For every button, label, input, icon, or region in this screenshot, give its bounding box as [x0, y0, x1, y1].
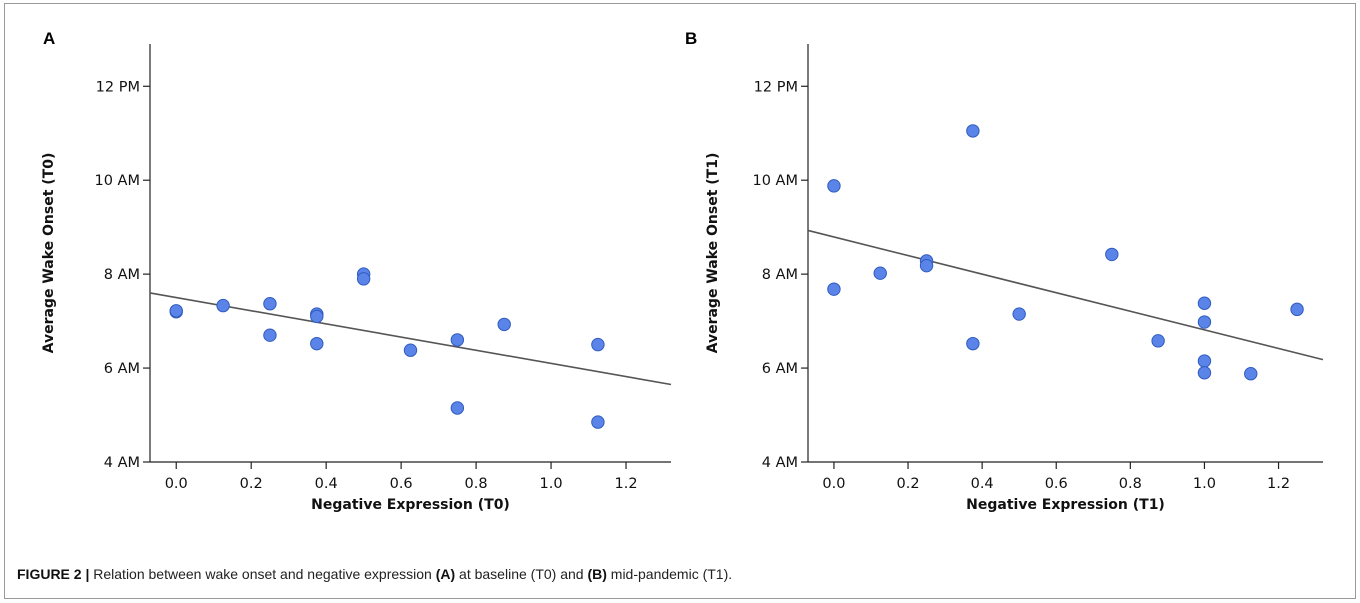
y-tick-label-b: 4 AM — [762, 455, 798, 471]
caption-bold-a: (A) — [435, 566, 456, 582]
x-tick-label-b: 0.0 — [822, 476, 845, 492]
y-tick-label-a: 4 AM — [104, 455, 140, 471]
panel-label-a: A — [43, 29, 55, 48]
data-point-b-15 — [1290, 302, 1304, 317]
data-point-a-13 — [497, 317, 511, 332]
caption-figure-label: FIGURE 2 | — [17, 566, 90, 582]
data-point-a-6 — [310, 309, 324, 324]
x-tick-label-a: 0.6 — [390, 476, 413, 492]
data-point-b-11 — [1197, 315, 1212, 329]
x-tick-label-a: 0.4 — [315, 476, 338, 492]
data-point-b-2 — [873, 266, 887, 280]
data-point-a-12 — [450, 401, 465, 415]
panel-b: B 4 AM 6 AM 8 AM 10 AM 12 PM 0.0 0.2 0.4 0.6 0.8 1.… — [685, 29, 1324, 513]
data-point-a-4 — [263, 328, 277, 342]
panel-label-b: B — [685, 29, 697, 48]
x-tick-label-b: 1.0 — [1193, 476, 1216, 492]
caption-text-3: mid-pandemic (T1). — [606, 566, 733, 582]
fit-line-a — [149, 292, 672, 386]
y-tick-label-a: 12 PM — [96, 79, 140, 95]
caption-bold-b: (B) — [587, 566, 607, 582]
x-axis-title-b: Negative Expression (T1) — [966, 497, 1165, 513]
data-point-a-3 — [263, 297, 277, 311]
data-point-b-5 — [966, 124, 980, 138]
y-axis-title-b: Average Wake Onset (T1) — [705, 153, 721, 354]
data-point-a-14 — [591, 337, 605, 352]
data-point-b-10 — [1197, 296, 1212, 310]
data-point-a-10 — [403, 343, 418, 357]
figure-svg: A 4 AM 6 AM 8 AM 10 AM 12 PM 0.0 0.2 0.4 0.6 0.8 1.… — [41, 29, 1324, 513]
x-tick-label-b: 1.2 — [1267, 476, 1290, 492]
figure-frame: A 4 AM 6 AM 8 AM 10 AM 12 PM 0.0 0.2 0.4 0.6 0.8 1.… — [4, 3, 1356, 599]
x-tick-label-a: 0.2 — [240, 476, 263, 492]
y-tick-label-b: 12 PM — [754, 79, 798, 95]
data-point-a-11 — [450, 333, 465, 347]
y-tick-label-a: 8 AM — [104, 267, 140, 283]
data-point-b-8 — [1105, 247, 1119, 262]
data-point-a-15 — [591, 415, 605, 429]
data-point-b-13 — [1197, 366, 1212, 380]
x-tick-label-b: 0.6 — [1045, 476, 1068, 492]
data-point-b-7 — [1012, 307, 1026, 321]
x-tick-label-b: 0.4 — [971, 476, 994, 492]
x-tick-label-a: 0.0 — [165, 476, 188, 492]
data-point-a-1 — [169, 304, 183, 318]
y-tick-label-a: 10 AM — [95, 173, 141, 189]
data-point-b-4 — [919, 258, 934, 273]
x-tick-label-a: 1.2 — [614, 476, 637, 492]
data-point-b-12 — [1197, 354, 1212, 368]
data-point-a-2 — [216, 298, 230, 313]
data-point-a-9 — [356, 272, 371, 286]
panel-a: A 4 AM 6 AM 8 AM 10 AM 12 PM 0.0 0.2 0.4 0.6 0.8 1.… — [41, 29, 672, 513]
x-tick-label-a: 0.8 — [465, 476, 488, 492]
data-point-a-7 — [310, 336, 324, 351]
data-point-b-9 — [1151, 334, 1165, 348]
x-tick-label-b: 0.8 — [1119, 476, 1142, 492]
data-point-b-6 — [966, 336, 980, 351]
caption-text-2: at baseline (T0) and — [455, 566, 588, 582]
y-tick-label-b: 6 AM — [762, 361, 798, 377]
x-tick-label-a: 1.0 — [540, 476, 563, 492]
y-axis-title-a: Average Wake Onset (T0) — [41, 153, 57, 354]
fit-line-b — [807, 229, 1324, 361]
y-tick-label-a: 6 AM — [104, 361, 140, 377]
caption-text-1: Relation between wake onset and negative… — [89, 566, 436, 582]
data-point-b-0 — [827, 179, 841, 193]
x-axis-title-a: Negative Expression (T0) — [311, 497, 510, 513]
data-point-b-1 — [827, 282, 841, 296]
figure-caption: FIGURE 2 | Relation between wake onset a… — [17, 566, 732, 582]
y-tick-label-b: 10 AM — [753, 173, 799, 189]
y-tick-label-b: 8 AM — [762, 267, 798, 283]
data-point-b-14 — [1244, 367, 1258, 381]
x-tick-label-b: 0.2 — [897, 476, 920, 492]
